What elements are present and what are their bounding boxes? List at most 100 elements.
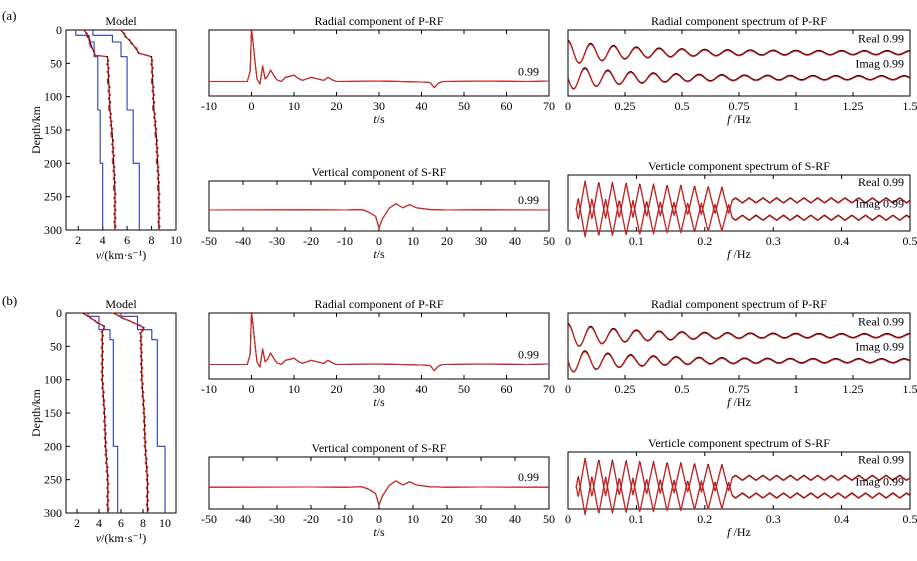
x-tick-label: 20 xyxy=(441,512,453,526)
y-tick-label: 50 xyxy=(50,56,62,70)
panel-label: (b) xyxy=(2,293,17,308)
x-axis-label: f /Hz xyxy=(727,247,751,261)
x-tick-label: 4 xyxy=(96,516,102,530)
true-model-line xyxy=(75,30,104,230)
x-tick-label: 60 xyxy=(501,99,513,113)
x-tick-label: -10 xyxy=(337,234,353,248)
x-tick-label: 0 xyxy=(565,382,571,396)
s-rf-spectrum-plot: Verticle component spectrum of S-RF 0 0.1 0… xyxy=(565,436,917,539)
x-tick-label: 0.5 xyxy=(903,512,917,526)
plot-frame xyxy=(567,174,911,232)
x-tick-label: 8 xyxy=(149,233,155,247)
x-tick-label: 70 xyxy=(543,99,555,113)
x-tick-label: 50 xyxy=(458,382,470,396)
observed-trace xyxy=(208,480,550,506)
x-tick-label: 40 xyxy=(416,99,428,113)
x-tick-label: 70 xyxy=(543,382,555,396)
predicted-spectrum xyxy=(567,68,911,90)
x-tick-label: 0.25 xyxy=(615,99,636,113)
x-tick-label: 10 xyxy=(407,234,419,248)
x-tick-label: 0 xyxy=(376,512,382,526)
x-tick-label: 0 xyxy=(565,99,571,113)
x-tick-label: 0.3 xyxy=(766,512,781,526)
predicted-spectrum xyxy=(575,181,911,220)
x-tick-label: 60 xyxy=(501,382,513,396)
x-tick-label: 1 xyxy=(793,99,799,113)
x-tick-label: 50 xyxy=(543,234,555,248)
predicted-model-line xyxy=(81,312,110,514)
x-tick-label: -30 xyxy=(269,234,285,248)
plot-title: Model xyxy=(105,14,137,28)
real-label: Real 0.99 xyxy=(858,175,904,189)
predicted-spectrum xyxy=(575,477,911,516)
x-tick-label: -20 xyxy=(303,512,319,526)
x-axis-label: f /Hz xyxy=(727,395,751,409)
plot-frame xyxy=(208,312,550,380)
x-tick-label: 0.1 xyxy=(629,512,644,526)
predicted-model-line xyxy=(111,312,150,514)
x-tick-label: -40 xyxy=(235,512,251,526)
x-tick-label: 1 xyxy=(793,382,799,396)
y-tick-label: 0 xyxy=(56,23,62,37)
x-tick-label: -50 xyxy=(201,234,217,248)
x-tick-label: 0.25 xyxy=(615,382,636,396)
y-tick-label: 300 xyxy=(44,506,62,520)
x-tick-label: 0.1 xyxy=(629,234,644,248)
predicted-model-line xyxy=(119,29,161,231)
correlation-label: 0.99 xyxy=(518,64,539,78)
real-label: Real 0.99 xyxy=(858,314,904,328)
x-tick-label: -10 xyxy=(201,99,217,113)
plot-title: Radial component of P-RF xyxy=(315,14,444,28)
x-tick-label: 30 xyxy=(475,512,487,526)
s-rf-spectrum-plot: Verticle component spectrum of S-RF 0 0.1 0… xyxy=(565,159,917,261)
y-tick-label: 150 xyxy=(44,123,62,137)
plot-frame xyxy=(567,451,911,510)
x-tick-label: 10 xyxy=(288,99,300,113)
x-axis-label: t/s xyxy=(373,112,385,126)
plot-frame xyxy=(65,312,177,514)
inverted-model-line xyxy=(113,312,148,513)
predicted-spectrum xyxy=(567,351,911,373)
y-tick-label: 250 xyxy=(44,473,62,487)
x-tick-label: 40 xyxy=(509,512,521,526)
plot-frame xyxy=(208,29,550,97)
y-axis-label: Depth/km xyxy=(29,388,43,437)
x-axis-label: f /Hz xyxy=(727,525,751,539)
plot-title: Verticle component spectrum of S-RF xyxy=(648,159,830,173)
x-tick-label: 0.5 xyxy=(675,99,690,113)
real-label: Real 0.99 xyxy=(858,453,904,467)
x-tick-label: 1.25 xyxy=(843,99,864,113)
plot-title: Vertical component of S-RF xyxy=(312,441,447,455)
p-rf-waveform-plot: Radial component of P-RF -10 0 10 20 30 40 50 60… xyxy=(201,297,555,409)
plot-frame xyxy=(208,456,550,510)
y-axis-label: Depth/km xyxy=(29,105,43,154)
x-tick-label: 10 xyxy=(288,382,300,396)
x-tick-label: 0.4 xyxy=(834,512,849,526)
x-tick-label: 10 xyxy=(170,233,182,247)
x-tick-label: 50 xyxy=(543,512,555,526)
true-model-line xyxy=(120,313,166,513)
x-tick-label: 20 xyxy=(331,382,343,396)
plot-title: Vertical component of S-RF xyxy=(312,165,447,179)
y-tick-label: 150 xyxy=(44,406,62,420)
x-tick-label: 4 xyxy=(100,233,106,247)
inverted-model-line xyxy=(82,312,109,513)
p-rf-spectrum-plot: Radial component spectrum of P-RF 0 0.25 0.… xyxy=(565,14,917,126)
predicted-model-line xyxy=(82,29,117,231)
s-rf-waveform-plot: Vertical component of S-RF -50 -40 -30 -20 -1… xyxy=(201,165,555,261)
y-tick-label: 250 xyxy=(44,190,62,204)
x-tick-label: 10 xyxy=(407,512,419,526)
x-tick-label: 6 xyxy=(118,516,124,530)
imag-label: Imag 0.99 xyxy=(855,340,904,354)
predicted-spectrum xyxy=(567,324,911,347)
x-tick-label: 0.3 xyxy=(766,234,781,248)
predicted-trace xyxy=(208,480,550,506)
x-tick-label: 10 xyxy=(159,516,171,530)
x-tick-label: 0 xyxy=(565,234,571,248)
x-tick-label: 0.5 xyxy=(675,382,690,396)
x-axis-label: t/s xyxy=(373,247,385,261)
correlation-label: 0.99 xyxy=(518,193,539,207)
